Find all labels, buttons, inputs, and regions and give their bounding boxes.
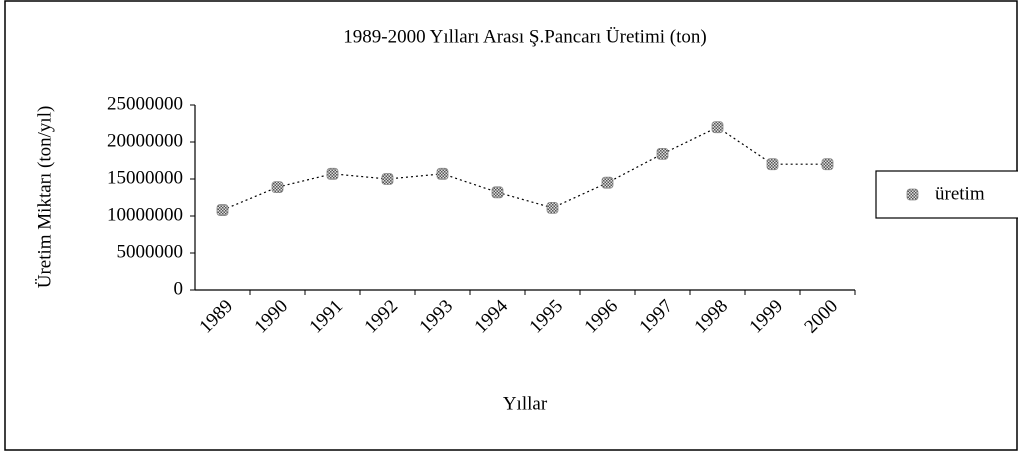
point: [766, 158, 779, 171]
point: [711, 121, 724, 134]
legend-marker: [906, 188, 919, 201]
legend-label: üretim: [935, 183, 985, 204]
point: [271, 181, 284, 194]
point: [381, 173, 394, 185]
point: [326, 167, 339, 180]
point: [546, 201, 559, 214]
y-tick-label: 0: [174, 278, 184, 299]
y-tick-label: 5000000: [117, 241, 184, 262]
point: [656, 147, 669, 160]
point: [601, 176, 614, 189]
chart-frame: [4, 0, 1018, 451]
y-tick-label: 20000000: [107, 130, 183, 151]
chart-title: 1989-2000 Yılları Arası Ş.Pancarı Üretim…: [343, 26, 706, 47]
y-tick-label: 10000000: [107, 204, 183, 225]
y-tick-label: 15000000: [107, 167, 183, 188]
point: [436, 167, 449, 180]
legend-box: [875, 170, 1018, 219]
series-line: [222, 126, 828, 211]
point: [491, 186, 504, 199]
x-axis-title: Yıllar: [503, 393, 548, 414]
y-axis-title: Üretim Miktarı (ton/yıl): [34, 106, 55, 289]
y-tick-label: 25000000: [107, 93, 183, 114]
point: [821, 158, 834, 171]
point: [216, 204, 229, 216]
